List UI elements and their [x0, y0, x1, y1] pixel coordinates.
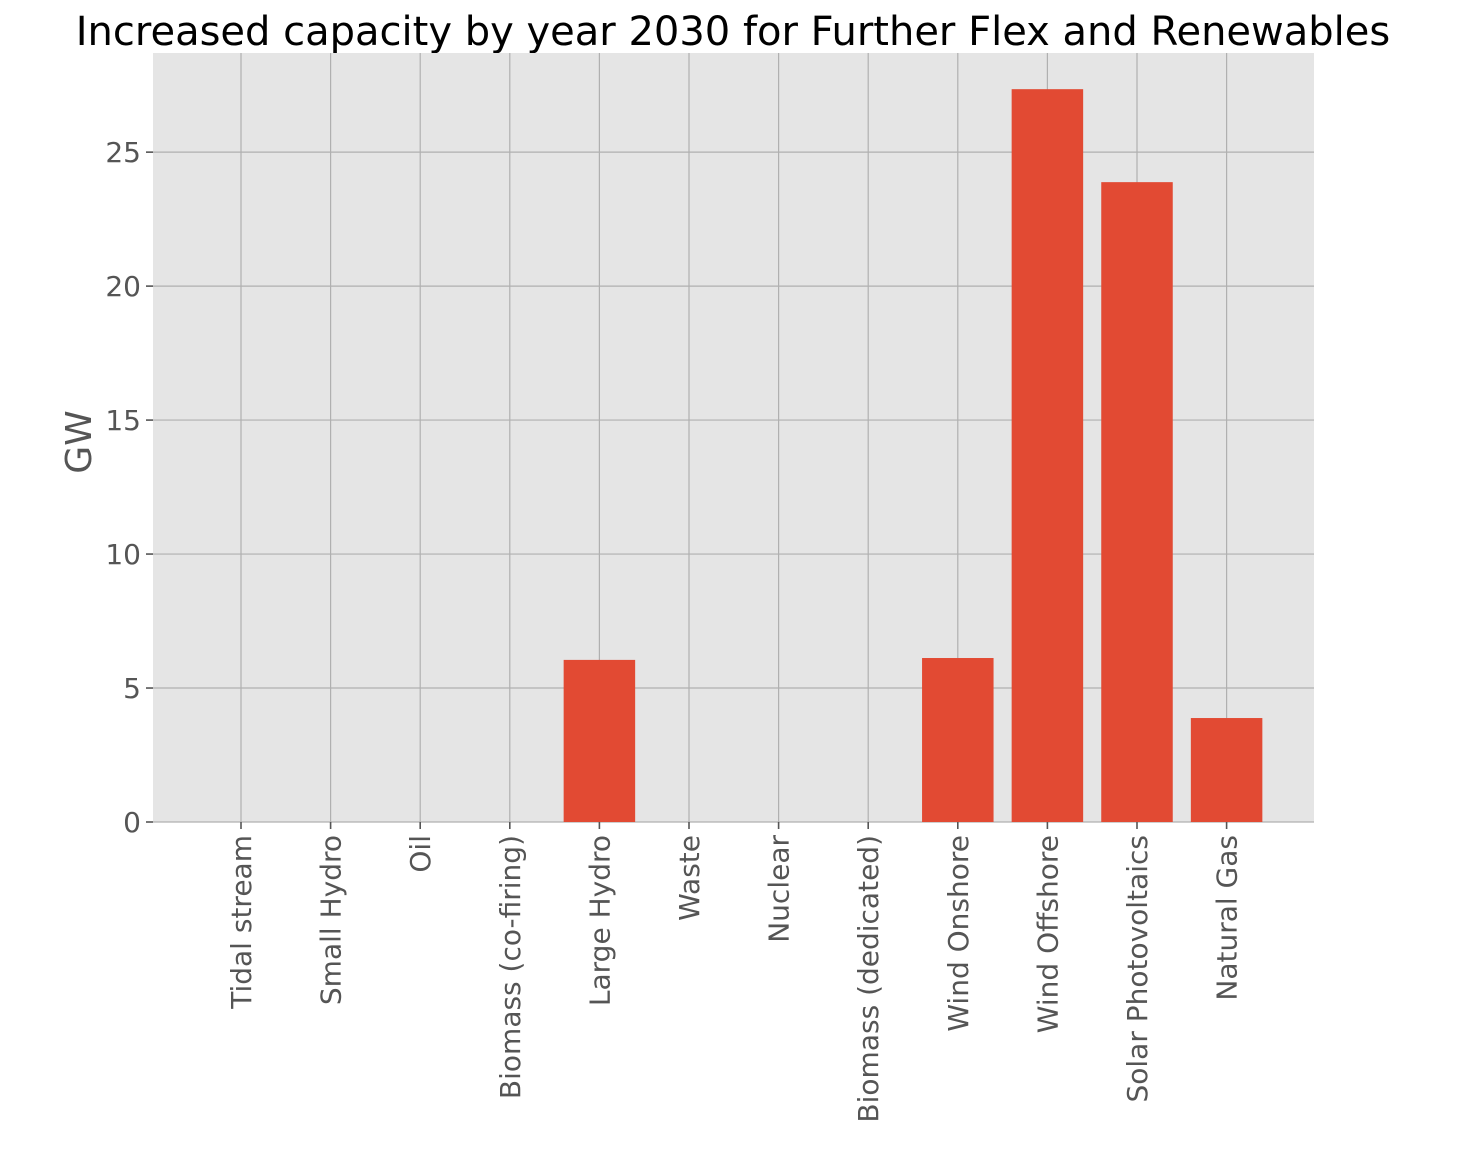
- x-axis: Tidal stream Small Hydro Oil Biomass (co-fi…: [225, 822, 1244, 1123]
- x-tick-label: Biomass (dedicated): [852, 835, 885, 1123]
- y-tick-label: 20: [105, 270, 141, 303]
- x-tick-label: Natural Gas: [1211, 835, 1244, 1001]
- x-tick-label: Nuclear: [763, 835, 796, 943]
- y-axis: 0 5 10 15 20 25: [105, 136, 153, 839]
- x-tick-label: Tidal stream: [225, 835, 258, 1010]
- y-tick-label: 0: [123, 806, 141, 839]
- x-tick-label: Wind Onshore: [942, 835, 975, 1032]
- y-tick-label: 25: [105, 136, 141, 169]
- chart-title: Increased capacity by year 2030 for Furt…: [76, 9, 1390, 55]
- bar: [922, 658, 994, 822]
- bar: [1190, 718, 1263, 822]
- y-tick-label: 15: [105, 404, 141, 437]
- x-tick-label: Small Hydro: [315, 835, 348, 1005]
- x-tick-label: Large Hydro: [583, 835, 616, 1006]
- x-tick-label: Wind Offshore: [1031, 835, 1064, 1033]
- y-axis-label: GW: [59, 410, 100, 474]
- y-tick-label: 5: [123, 672, 141, 705]
- x-tick-label: Solar Photovoltaics: [1121, 835, 1154, 1103]
- x-tick-label: Waste: [673, 835, 706, 921]
- x-tick-label: Oil: [404, 835, 437, 873]
- bars: [563, 89, 1263, 823]
- bar: [1011, 89, 1084, 822]
- bar: [563, 659, 636, 822]
- y-tick-label: 10: [105, 538, 141, 571]
- x-tick-label: Biomass (co-firing): [494, 835, 527, 1099]
- bar: [1101, 182, 1173, 823]
